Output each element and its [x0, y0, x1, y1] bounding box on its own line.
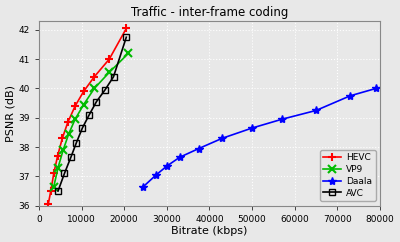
- HEVC: [46, 203, 51, 206]
- Title: Traffic - inter-frame coding: Traffic - inter-frame coding: [131, 6, 288, 19]
- Daala: [374, 87, 378, 90]
- AVC: [68, 156, 73, 159]
- Line: HEVC: HEVC: [44, 24, 130, 208]
- AVC: [74, 141, 79, 144]
- AVC: [56, 189, 60, 192]
- Daala: [314, 109, 318, 112]
- Daala: [348, 94, 353, 97]
- Legend: HEVC, VP9, Daala, AVC: HEVC, VP9, Daala, AVC: [320, 150, 376, 201]
- Daala: [154, 174, 158, 176]
- VP9: [66, 132, 71, 135]
- Daala: [250, 127, 254, 129]
- HEVC: [73, 105, 78, 107]
- Daala: [141, 185, 146, 188]
- Daala: [177, 156, 182, 159]
- Daala: [196, 147, 201, 150]
- Daala: [220, 137, 225, 140]
- Daala: [164, 165, 169, 167]
- AVC: [87, 113, 92, 116]
- HEVC: [92, 75, 97, 78]
- VP9: [56, 166, 60, 169]
- X-axis label: Bitrate (kbps): Bitrate (kbps): [171, 227, 248, 236]
- AVC: [94, 100, 99, 103]
- VP9: [51, 185, 56, 188]
- Line: AVC: AVC: [54, 34, 130, 195]
- AVC: [62, 172, 67, 175]
- Y-axis label: PSNR (dB): PSNR (dB): [6, 85, 16, 142]
- VP9: [107, 71, 112, 74]
- HEVC: [66, 121, 70, 124]
- VP9: [92, 87, 97, 90]
- VP9: [61, 149, 66, 151]
- AVC: [111, 75, 116, 78]
- Line: VP9: VP9: [50, 49, 132, 191]
- HEVC: [81, 90, 86, 93]
- Daala: [280, 118, 284, 121]
- VP9: [126, 52, 131, 55]
- AVC: [102, 89, 107, 91]
- AVC: [124, 36, 129, 39]
- HEVC: [48, 189, 53, 192]
- HEVC: [51, 172, 56, 175]
- AVC: [80, 127, 85, 129]
- HEVC: [107, 58, 112, 61]
- HEVC: [60, 137, 65, 140]
- HEVC: [124, 27, 129, 30]
- Line: Daala: Daala: [139, 84, 380, 191]
- VP9: [73, 118, 78, 121]
- VP9: [81, 103, 86, 106]
- HEVC: [55, 154, 60, 157]
